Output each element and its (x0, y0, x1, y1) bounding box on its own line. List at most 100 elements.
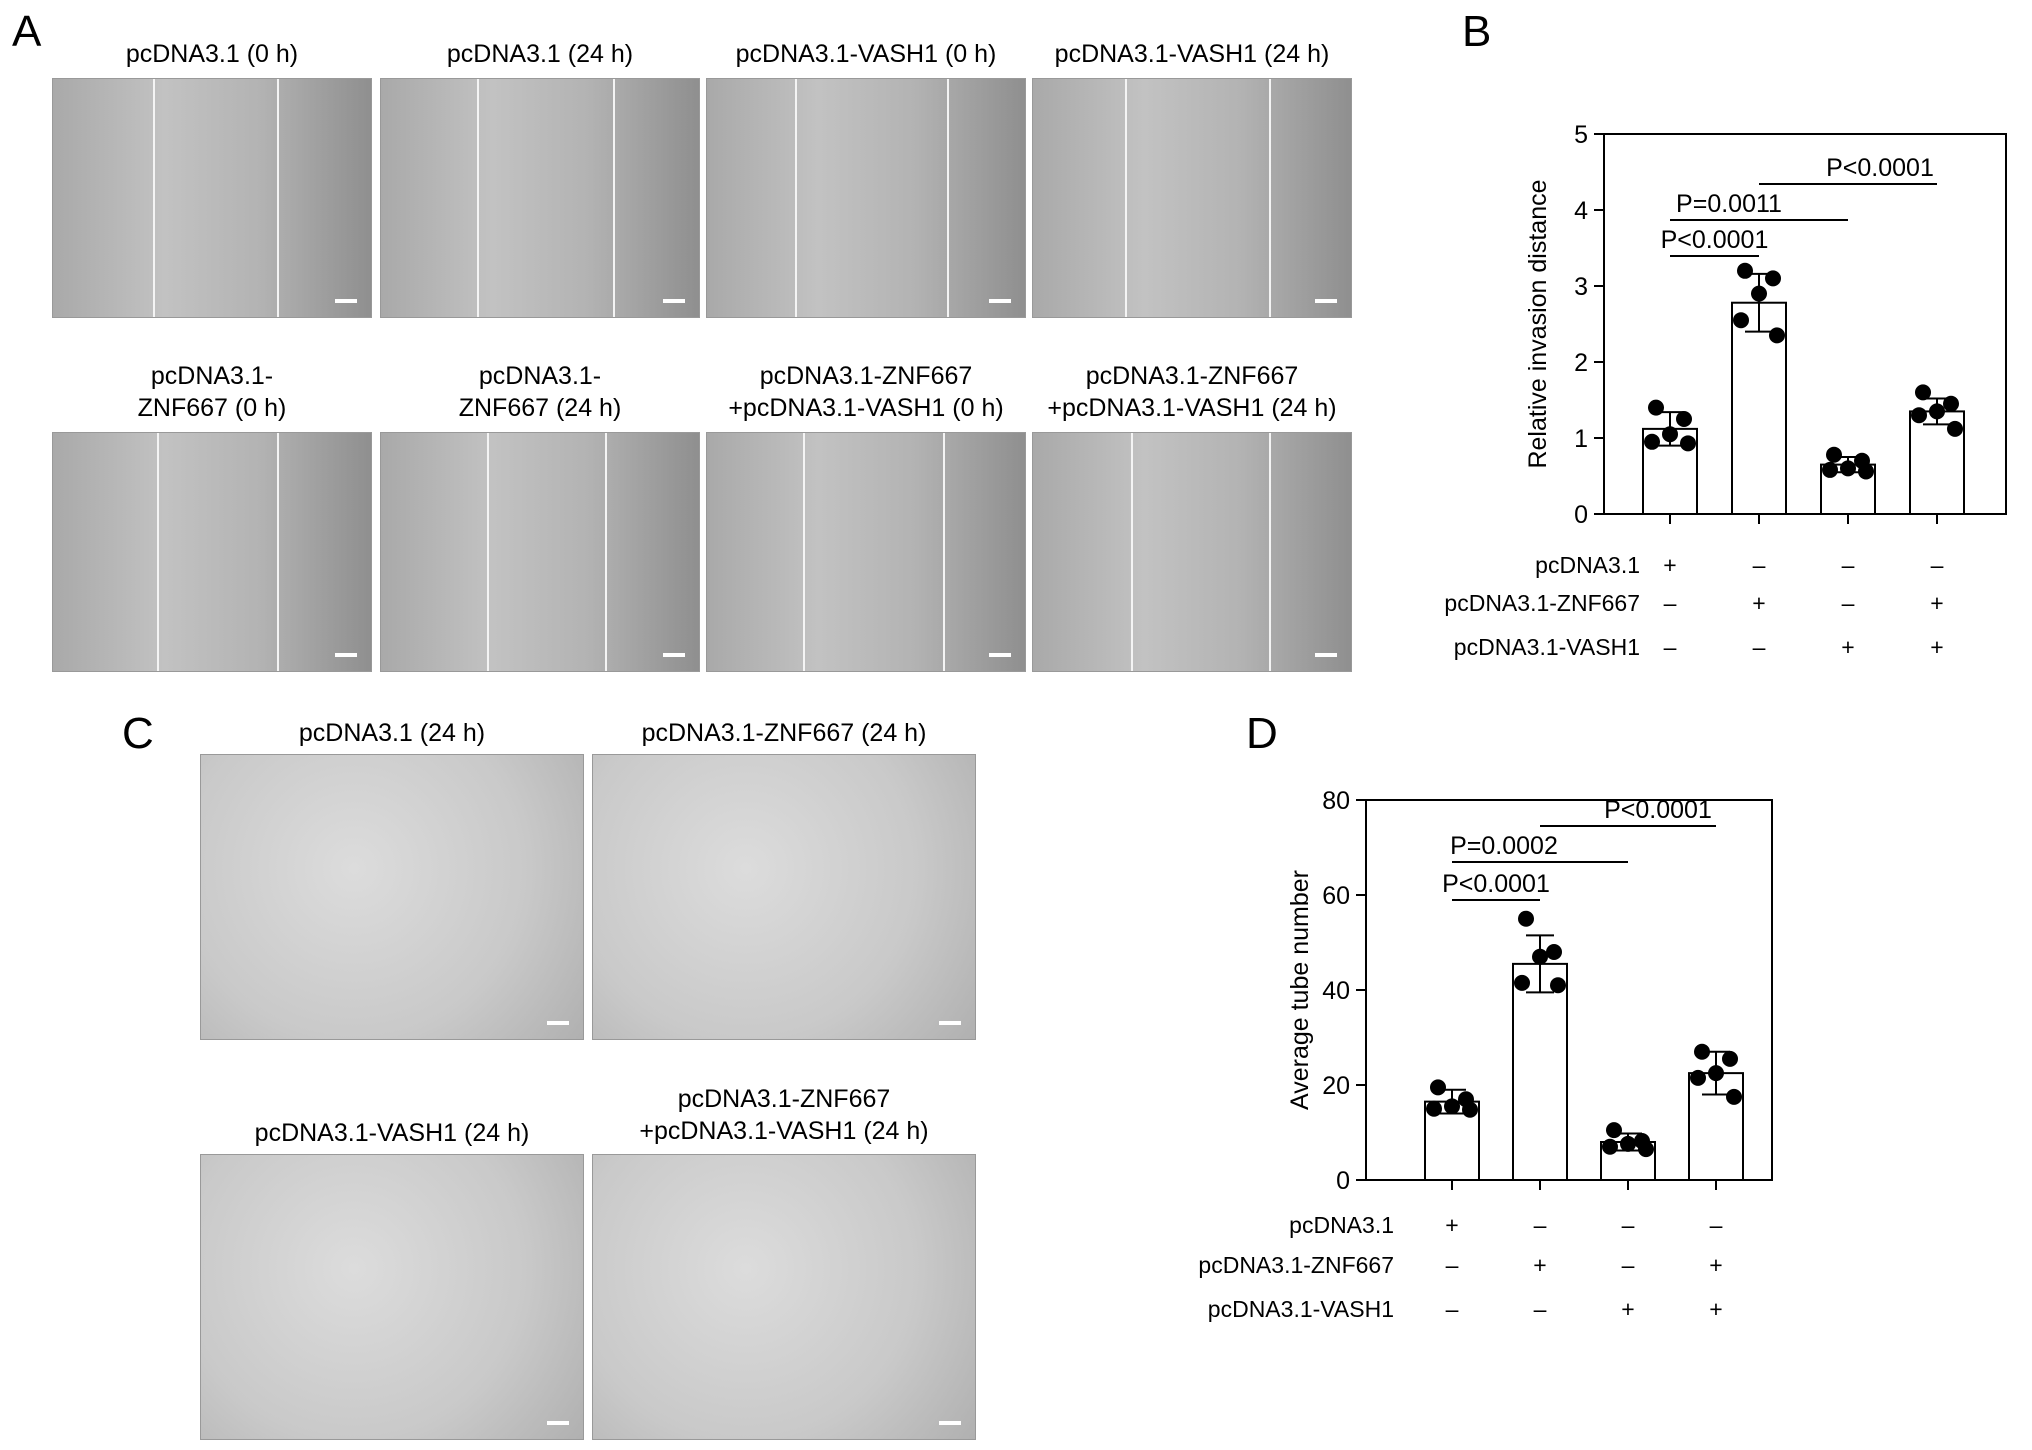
condition-label: pcDNA3.1-ZNF667 (1444, 590, 1640, 616)
condition-sign: – (1663, 590, 1677, 616)
plot-frame (1603, 133, 2007, 515)
condition-sign: + (1621, 1296, 1635, 1322)
data-point (1765, 270, 1781, 287)
y-tick-label: 0 (1574, 501, 1588, 529)
wound-image-znf667-24h (380, 432, 700, 672)
tube-image-znf667 (592, 754, 976, 1040)
data-point (1648, 399, 1664, 416)
wound-image-pcdna-24h (380, 78, 700, 318)
data-point (1947, 420, 1963, 437)
data-point (1915, 384, 1931, 401)
panel-c-title-4-line2: +pcDNA3.1-VASH1 (24 h) (639, 1117, 929, 1145)
panel-c-title-3: pcDNA3.1-VASH1 (24 h) (254, 1119, 530, 1147)
panel-a-title-6-line2: ZNF667 (24 h) (458, 394, 622, 422)
data-point (1676, 411, 1692, 427)
data-point (1858, 463, 1874, 480)
panel-a-title-6-line1: pcDNA3.1- (478, 362, 602, 390)
data-point (1426, 1100, 1442, 1117)
data-point (1462, 1101, 1478, 1118)
y-axis-label: Average tube number (1286, 870, 1314, 1110)
p-value-label: P<0.0001 (1442, 870, 1550, 898)
data-point (1840, 460, 1856, 477)
panel-a-title-5: pcDNA3.1- ZNF667 (0 h) (52, 360, 372, 424)
condition-sign: – (1621, 1252, 1635, 1278)
condition-sign: + (1709, 1296, 1723, 1322)
panel-a-title-6: pcDNA3.1- ZNF667 (24 h) (380, 360, 700, 424)
condition-sign: – (1841, 590, 1855, 616)
data-point (1733, 312, 1749, 329)
condition-sign: + (1930, 634, 1944, 660)
wound-image-combo-24h (1032, 432, 1352, 672)
tube-image-pcdna (200, 754, 584, 1040)
condition-label: pcDNA3.1 (1289, 1212, 1394, 1238)
data-point (1606, 1122, 1622, 1139)
data-point (1514, 974, 1530, 991)
panel-label-d: D (1246, 709, 1278, 758)
condition-sign: – (1841, 552, 1855, 578)
condition-sign: – (1709, 1212, 1723, 1238)
condition-sign: + (1663, 552, 1677, 578)
panel-a-title-5-line1: pcDNA3.1- (150, 362, 274, 390)
y-tick-label: 1 (1574, 425, 1588, 453)
data-point (1690, 1069, 1706, 1086)
p-value-label: P<0.0001 (1604, 796, 1712, 824)
panel-c-title-2: pcDNA3.1-ZNF667 (24 h) (641, 719, 927, 747)
data-point (1694, 1043, 1710, 1060)
panel-a-title-4: pcDNA3.1-VASH1 (24 h) (1054, 40, 1330, 68)
condition-sign: + (1930, 590, 1944, 616)
bar (1512, 962, 1568, 1181)
data-point (1430, 1079, 1446, 1096)
condition-sign: – (1533, 1212, 1547, 1238)
condition-sign: – (1930, 552, 1944, 578)
panel-a-title-7-line1: pcDNA3.1-ZNF667 (759, 362, 973, 390)
data-point (1638, 1141, 1654, 1158)
data-point (1943, 395, 1959, 412)
p-value-label: P=0.0002 (1450, 832, 1558, 860)
data-point (1532, 948, 1548, 965)
panel-c-title-1: pcDNA3.1 (24 h) (298, 719, 486, 747)
condition-sign: + (1709, 1252, 1723, 1278)
condition-sign: – (1533, 1296, 1547, 1322)
panel-a-title-8-line2: +pcDNA3.1-VASH1 (24 h) (1047, 394, 1337, 422)
data-point (1726, 1088, 1742, 1105)
y-tick-label: 0 (1336, 1167, 1350, 1195)
y-tick-label: 40 (1322, 977, 1350, 1005)
condition-sign: – (1621, 1212, 1635, 1238)
y-tick-label: 2 (1574, 349, 1588, 377)
panel-a-title-7-line2: +pcDNA3.1-VASH1 (0 h) (728, 394, 1004, 422)
wound-image-combo-0h (706, 432, 1026, 672)
y-axis-label: Relative invasion distance (1524, 179, 1552, 468)
y-tick-label: 5 (1574, 121, 1588, 149)
condition-sign: + (1752, 590, 1766, 616)
wound-image-vash1-24h (1032, 78, 1352, 318)
data-point (1550, 977, 1566, 994)
data-point (1602, 1138, 1618, 1155)
data-point (1826, 446, 1842, 463)
condition-sign: – (1752, 552, 1766, 578)
tube-image-vash1 (200, 1154, 584, 1440)
y-tick-label: 60 (1322, 882, 1350, 910)
wound-image-pcdna-0h (52, 78, 372, 318)
condition-label: pcDNA3.1 (1535, 552, 1640, 578)
p-value-label: P<0.0001 (1661, 226, 1769, 254)
panel-a-title-3: pcDNA3.1-VASH1 (0 h) (735, 40, 997, 68)
p-value-label: P<0.0001 (1826, 154, 1934, 182)
data-point (1662, 426, 1678, 443)
data-point (1751, 285, 1767, 302)
data-point (1620, 1135, 1636, 1152)
panel-a-title-2: pcDNA3.1 (24 h) (446, 40, 634, 68)
data-point (1722, 1050, 1738, 1067)
data-point (1518, 910, 1534, 927)
condition-sign: – (1445, 1296, 1459, 1322)
data-point (1769, 327, 1785, 344)
condition-label: pcDNA3.1-VASH1 (1453, 634, 1640, 660)
data-point (1929, 403, 1945, 420)
panel-a-title-7: pcDNA3.1-ZNF667 +pcDNA3.1-VASH1 (0 h) (706, 360, 1026, 424)
condition-sign: – (1445, 1252, 1459, 1278)
panel-a-title-1: pcDNA3.1 (0 h) (125, 40, 299, 68)
data-point (1680, 435, 1696, 452)
condition-label: pcDNA3.1-ZNF667 (1198, 1252, 1394, 1278)
panel-label-b: B (1462, 7, 1492, 56)
condition-sign: + (1533, 1252, 1547, 1278)
